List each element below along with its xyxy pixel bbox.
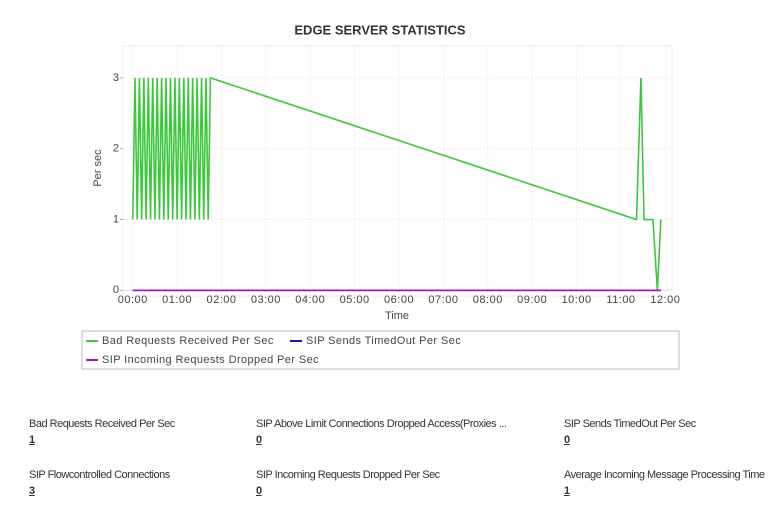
stat-label: SIP Flowcontrolled Connections: [29, 469, 170, 481]
plot-area: [122, 45, 673, 297]
y-tick-label: 3: [113, 72, 119, 84]
stat-label: Average Incoming Message Processing Time: [564, 469, 765, 481]
stat-label: SIP Sends TimedOut Per Sec: [564, 418, 696, 430]
stat-value[interactable]: 0: [256, 434, 262, 446]
x-tick-label: 12:00: [650, 294, 680, 306]
x-tick-label: 10:00: [562, 294, 592, 306]
x-tick-label: 08:00: [473, 294, 503, 306]
x-axis-label: Time: [385, 310, 409, 322]
y-tick-label: 1: [113, 213, 119, 225]
x-tick-label: 07:00: [428, 294, 458, 306]
y-tick-label: 0: [113, 284, 119, 296]
x-tick-label: 11:00: [606, 294, 635, 306]
stat-item: SIP Above Limit Connections Dropped Acce…: [256, 418, 507, 446]
x-tick-label: 04:00: [295, 294, 325, 306]
x-tick-label: 02:00: [207, 294, 237, 306]
stat-value[interactable]: 1: [564, 485, 570, 497]
chart-title: EDGE SERVER STATISTICS: [294, 22, 466, 37]
stat-value[interactable]: 3: [29, 485, 35, 497]
stat-item: SIP Incoming Requests Dropped Per Sec 0: [256, 469, 440, 497]
y-axis-label: Per sec: [92, 149, 104, 187]
x-tick-label: 01:00: [162, 294, 192, 306]
x-tick-label: 00:00: [118, 294, 148, 306]
series-line: [131, 76, 662, 291]
x-tick-label: 06:00: [384, 294, 414, 306]
legend-label: Bad Requests Received Per Sec: [102, 335, 274, 347]
stat-item: SIP Flowcontrolled Connections 3: [29, 469, 170, 497]
stat-item: Average Incoming Message Processing Time…: [564, 469, 765, 497]
stat-value[interactable]: 0: [564, 434, 570, 446]
stat-label: SIP Above Limit Connections Dropped Acce…: [256, 418, 507, 430]
x-tick-label: 03:00: [251, 294, 281, 306]
legend-label: SIP Sends TimedOut Per Sec: [306, 335, 461, 347]
stat-item: Bad Requests Received Per Sec 1: [29, 418, 175, 446]
x-tick-label: 09:00: [517, 294, 547, 306]
stat-label: SIP Incoming Requests Dropped Per Sec: [256, 469, 440, 481]
stat-value[interactable]: 1: [29, 434, 35, 446]
y-tick-label: 2: [113, 143, 119, 155]
chart: EDGE SERVER STATISTICS Time Per sec 0 1 2 3…: [81, 22, 680, 370]
legend-label: SIP Incoming Requests Dropped Per Sec: [102, 354, 319, 366]
stat-item: SIP Sends TimedOut Per Sec 0: [564, 418, 696, 446]
x-tick-label: 05:00: [340, 294, 370, 306]
stat-value[interactable]: 0: [256, 485, 262, 497]
stat-label: Bad Requests Received Per Sec: [29, 418, 175, 430]
legend-box: [81, 330, 680, 370]
